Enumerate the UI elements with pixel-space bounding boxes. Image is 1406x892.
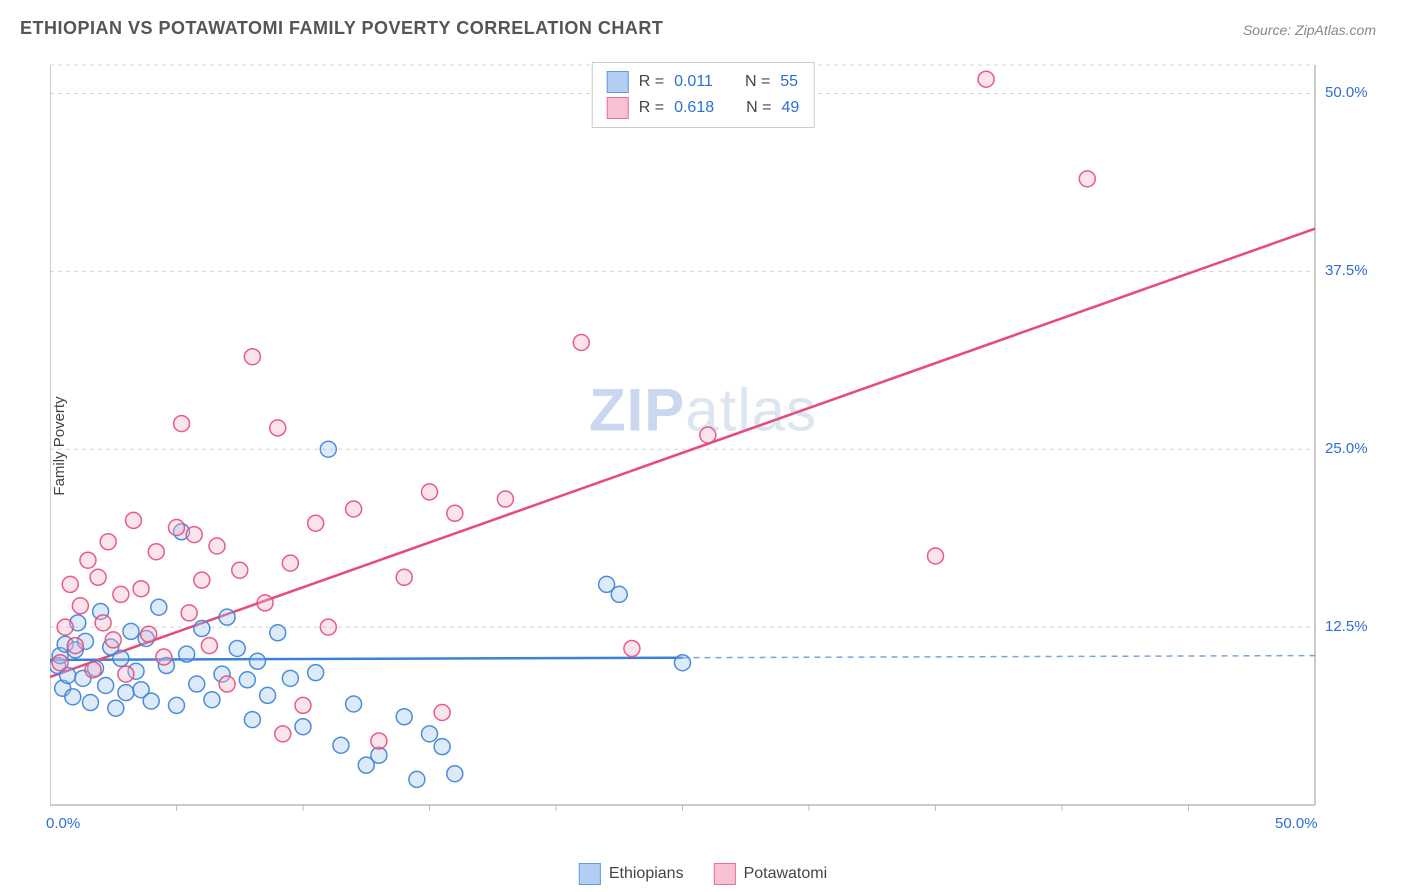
chart-title: ETHIOPIAN VS POTAWATOMI FAMILY POVERTY C… (20, 18, 663, 39)
y-tick-label: 50.0% (1325, 84, 1368, 101)
x-axis-min-label: 0.0% (46, 815, 80, 832)
n-label: N = (745, 73, 770, 91)
y-tick-label: 25.0% (1325, 440, 1368, 457)
scatter-plot (50, 55, 1380, 845)
legend-row-ethiopians: R = 0.011 N = 55 (607, 69, 800, 95)
legend-item-potawatomi: Potawatomi (714, 863, 828, 885)
y-tick-label: 12.5% (1325, 618, 1368, 635)
n-label: N = (746, 99, 771, 117)
legend-label: Ethiopians (609, 865, 684, 883)
r-value: 0.618 (674, 99, 714, 117)
source-attribution: Source: ZipAtlas.com (1243, 22, 1376, 38)
legend-row-potawatomi: R = 0.618 N = 49 (607, 95, 800, 121)
n-value: 55 (780, 73, 798, 91)
swatch-icon (579, 863, 601, 885)
correlation-legend: R = 0.011 N = 55 R = 0.618 N = 49 (592, 62, 815, 128)
legend-label: Potawatomi (744, 865, 828, 883)
x-axis-max-label: 50.0% (1275, 815, 1318, 832)
r-label: R = (639, 99, 664, 117)
series-legend: Ethiopians Potawatomi (579, 863, 827, 885)
swatch-icon (607, 71, 629, 93)
y-tick-label: 37.5% (1325, 262, 1368, 279)
legend-item-ethiopians: Ethiopians (579, 863, 684, 885)
chart-container: ETHIOPIAN VS POTAWATOMI FAMILY POVERTY C… (0, 0, 1406, 892)
n-value: 49 (781, 99, 799, 117)
swatch-icon (714, 863, 736, 885)
swatch-icon (607, 97, 629, 119)
r-value: 0.011 (674, 73, 713, 91)
r-label: R = (639, 73, 664, 91)
